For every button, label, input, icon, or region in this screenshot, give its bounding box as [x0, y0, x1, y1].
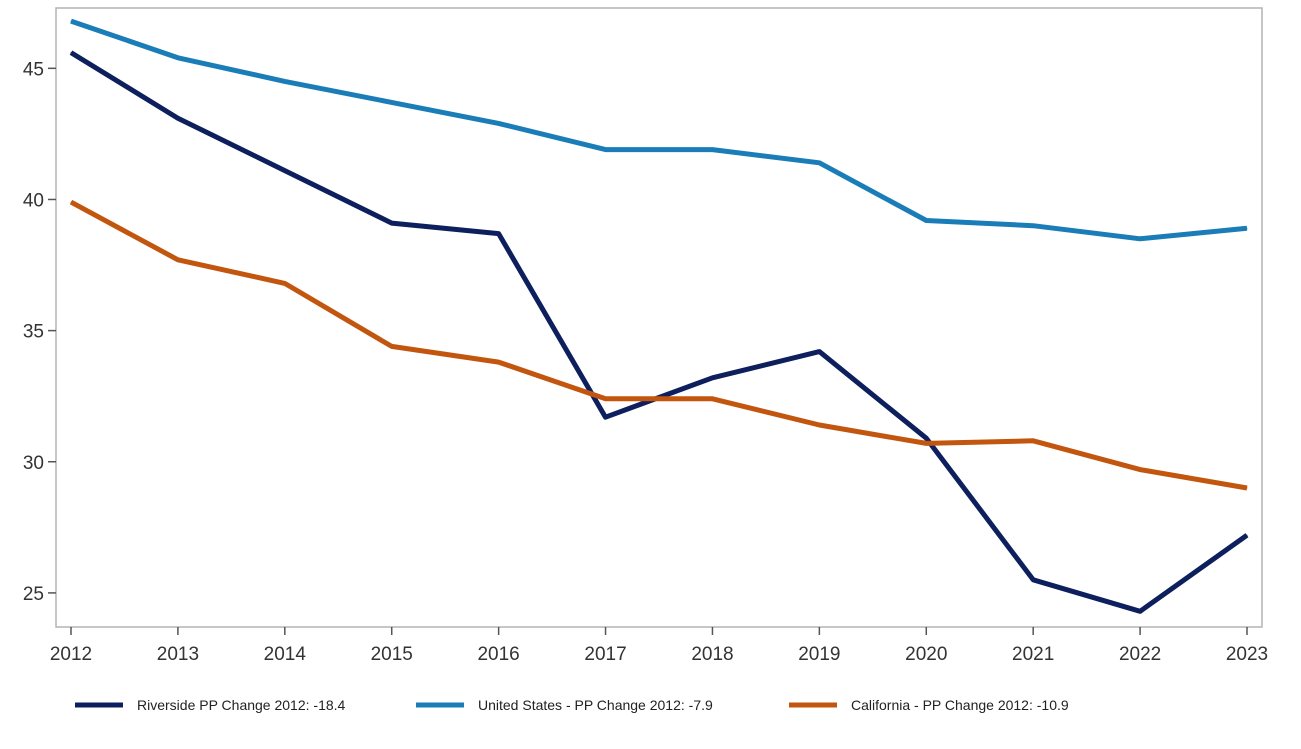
- data-point: [70, 201, 72, 203]
- series-line-2: [70, 18, 1248, 242]
- data-point: [818, 424, 820, 426]
- x-tick-label: 2018: [691, 644, 733, 665]
- data-point: [1246, 487, 1248, 489]
- data-point: [1246, 227, 1248, 229]
- data-point: [498, 233, 500, 235]
- y-tick-label: 35: [23, 322, 44, 343]
- x-tick-label: 2013: [157, 644, 199, 665]
- data-point: [711, 149, 713, 151]
- x-tick-label: 2022: [1119, 644, 1161, 665]
- y-tick-label: 45: [23, 59, 44, 80]
- data-point: [177, 117, 179, 119]
- data-point: [177, 259, 179, 261]
- data-point: [1139, 238, 1141, 240]
- data-point: [391, 345, 393, 347]
- x-tick-label: 2023: [1226, 644, 1268, 665]
- series-line-1: [69, 50, 1249, 614]
- x-tick-label: 2016: [477, 644, 519, 665]
- series-layer: [69, 18, 1249, 614]
- data-point: [1032, 440, 1034, 442]
- data-point: [498, 361, 500, 363]
- data-point: [1139, 610, 1141, 612]
- data-point: [284, 170, 286, 172]
- legend-label-3: California - PP Change 2012: -10.9: [851, 697, 1069, 713]
- data-point: [605, 149, 607, 151]
- x-tick-label: 2020: [905, 644, 947, 665]
- data-point: [70, 52, 72, 54]
- x-tick-label: 2019: [798, 644, 840, 665]
- data-point: [818, 351, 820, 353]
- x-tick-label: 2021: [1012, 644, 1054, 665]
- data-point: [391, 222, 393, 224]
- data-point: [498, 122, 500, 124]
- data-point: [284, 80, 286, 82]
- data-point: [70, 20, 72, 22]
- plot-frame: [55, 7, 1263, 628]
- data-point: [711, 377, 713, 379]
- data-point: [605, 416, 607, 418]
- legend-label-2: United States - PP Change 2012: -7.9: [478, 697, 713, 713]
- x-tick-label: 2012: [50, 644, 92, 665]
- x-tick-label: 2014: [264, 644, 307, 665]
- data-point: [284, 282, 286, 284]
- x-tick-label: 2017: [584, 644, 626, 665]
- data-point: [1032, 579, 1034, 581]
- y-axis: 25 30 35 40 45: [23, 59, 56, 605]
- data-point: [711, 398, 713, 400]
- legend-label-1: Riverside PP Change 2012: -18.4: [137, 697, 346, 713]
- data-point: [605, 398, 607, 400]
- y-tick-label: 40: [23, 190, 44, 211]
- data-point: [818, 162, 820, 164]
- y-tick-label: 30: [23, 453, 44, 474]
- data-point: [1032, 225, 1034, 227]
- data-point: [925, 442, 927, 444]
- data-point: [391, 101, 393, 103]
- y-tick-label: 25: [23, 584, 44, 605]
- data-point: [925, 219, 927, 221]
- series-line-3: [69, 199, 1248, 491]
- legend: Riverside PP Change 2012: -18.4 United St…: [75, 697, 1069, 713]
- data-point: [177, 57, 179, 59]
- x-axis: 2012 2013 2014 2015 2016 2017 2018 2019 2020 2021…: [50, 627, 1268, 665]
- x-tick-label: 2015: [371, 644, 413, 665]
- data-point: [925, 437, 927, 439]
- data-point: [1246, 534, 1248, 536]
- data-point: [1139, 469, 1141, 471]
